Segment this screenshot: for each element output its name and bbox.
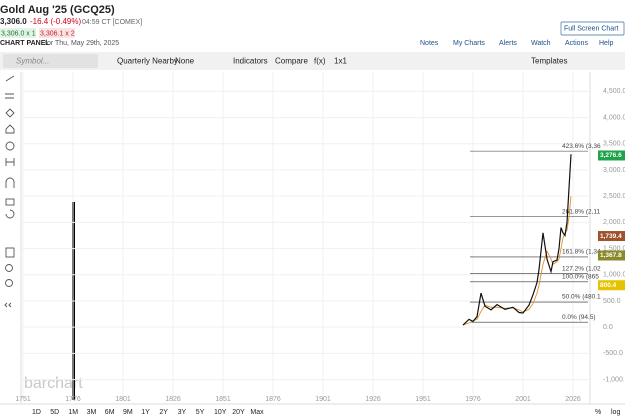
fullscreen-label[interactable]: Full Screen Chart <box>564 25 619 32</box>
price-tag-label: 3,276.6 <box>600 152 622 159</box>
bid: 3,306.0 x 1 <box>1 30 36 37</box>
log-toggle[interactable]: log <box>611 409 620 416</box>
fib-label: 100.0% (865 <box>562 274 599 281</box>
y-tick-label: 1,000.0 <box>603 272 625 279</box>
price-tag-label: 800.4 <box>600 282 617 289</box>
price-tag <box>598 280 625 291</box>
range-button[interactable]: 6M <box>105 409 115 416</box>
change: -16.4 (-0.49%) <box>30 17 81 26</box>
toolbar <box>0 52 625 70</box>
range-button[interactable]: 3Y <box>178 409 187 416</box>
header-link[interactable]: Help <box>599 40 614 47</box>
ask: 3,306.1 x 2 <box>40 30 75 37</box>
y-tick-label: 0.0 <box>603 324 613 331</box>
range-button[interactable]: 3M <box>87 409 97 416</box>
x-tick-label: 1876 <box>265 396 281 403</box>
range-button[interactable]: 1Y <box>141 409 150 416</box>
fx-button[interactable]: f(x) <box>314 57 326 66</box>
fib-label: 0.0% (94.5) <box>562 314 596 321</box>
date: for Thu, May 29th, 2025 <box>45 40 119 47</box>
x-tick-label: 2026 <box>565 396 581 403</box>
panel: CHART PANEL <box>0 40 50 47</box>
price-tag <box>598 250 625 261</box>
y-tick-label: 3,500.0 <box>603 141 625 148</box>
layout-menu[interactable]: 1x1 <box>334 57 347 66</box>
y-tick-label: 4,500.0 <box>603 88 625 95</box>
x-tick-label: 1801 <box>115 396 131 403</box>
ask-box <box>39 28 75 38</box>
y-tick-label: 3,000.0 <box>603 167 625 174</box>
percent-toggle[interactable]: % <box>595 409 601 416</box>
fib-label: 261.8% (2,11 <box>562 208 601 215</box>
title: Gold Aug '25 (GCQ25) <box>0 4 115 16</box>
period-menu[interactable]: Quarterly Nearby <box>117 57 178 66</box>
y-tick-label: 4,000.0 <box>603 114 625 121</box>
time: 04:59 CT [COMEX] <box>82 19 142 26</box>
fullscreen-button[interactable] <box>560 21 625 36</box>
price-tag <box>598 231 625 242</box>
bid-box <box>0 28 36 38</box>
x-tick-label: 1751 <box>15 396 31 403</box>
study-menu[interactable]: None <box>175 57 195 66</box>
price-line <box>462 154 572 326</box>
indicators-button[interactable]: Indicators <box>233 57 268 66</box>
fib-label: 423.6% (3,36 <box>562 143 601 150</box>
y-tick-label: 500.0 <box>603 298 621 305</box>
range-button[interactable]: 5D <box>50 409 59 416</box>
price-line <box>462 196 572 326</box>
y-tick-label: 2,500.0 <box>603 193 625 200</box>
y-tick-label: -1,000.0 <box>603 376 625 383</box>
x-tick-label: 1951 <box>415 396 431 403</box>
range-button[interactable]: 20Y <box>232 409 245 416</box>
x-tick-label: 1926 <box>365 396 381 403</box>
header-link[interactable]: Watch <box>531 40 551 47</box>
range-button[interactable]: 1M <box>68 409 78 416</box>
x-tick-label: 2001 <box>515 396 531 403</box>
fib-label: 50.0% (480.1 <box>562 294 601 301</box>
range-button[interactable]: 10Y <box>214 409 227 416</box>
fib-label: 161.8% (1,34 <box>562 249 601 256</box>
header-link[interactable]: My Charts <box>453 40 485 47</box>
range-button[interactable]: 5Y <box>196 409 205 416</box>
range-button[interactable]: 2Y <box>159 409 168 416</box>
range-button[interactable]: 1D <box>32 409 41 416</box>
x-tick-label: 1776 <box>65 396 81 403</box>
compare-button[interactable]: Compare <box>275 57 308 66</box>
price-tag-label: 1,739.4 <box>600 233 622 240</box>
y-tick-label: 1,500.0 <box>603 245 625 252</box>
y-tick-label: -500.0 <box>603 350 623 357</box>
x-tick-label: 1826 <box>165 396 181 403</box>
y-tick-label: 2,000.0 <box>603 219 625 226</box>
price-tag <box>598 150 625 161</box>
fib-label: 127.2% (1,02 <box>562 265 601 272</box>
x-tick-label: 1976 <box>465 396 481 403</box>
drawing-tools <box>4 75 15 308</box>
header-link[interactable]: Alerts <box>499 40 517 47</box>
x-tick-label: 1851 <box>215 396 231 403</box>
last-price: 3,306.0 <box>0 17 27 26</box>
range-button[interactable]: 9M <box>123 409 133 416</box>
symbol-input[interactable] <box>3 54 98 68</box>
range-button[interactable]: Max <box>250 409 264 416</box>
symbol-placeholder[interactable]: Symbol... <box>16 57 49 66</box>
templates-button[interactable]: Templates <box>531 57 567 66</box>
header-link[interactable]: Actions <box>565 40 588 47</box>
price-tag-label: 1,367.8 <box>600 252 622 259</box>
x-tick-label: 1901 <box>315 396 331 403</box>
header-link[interactable]: Notes <box>420 40 439 47</box>
